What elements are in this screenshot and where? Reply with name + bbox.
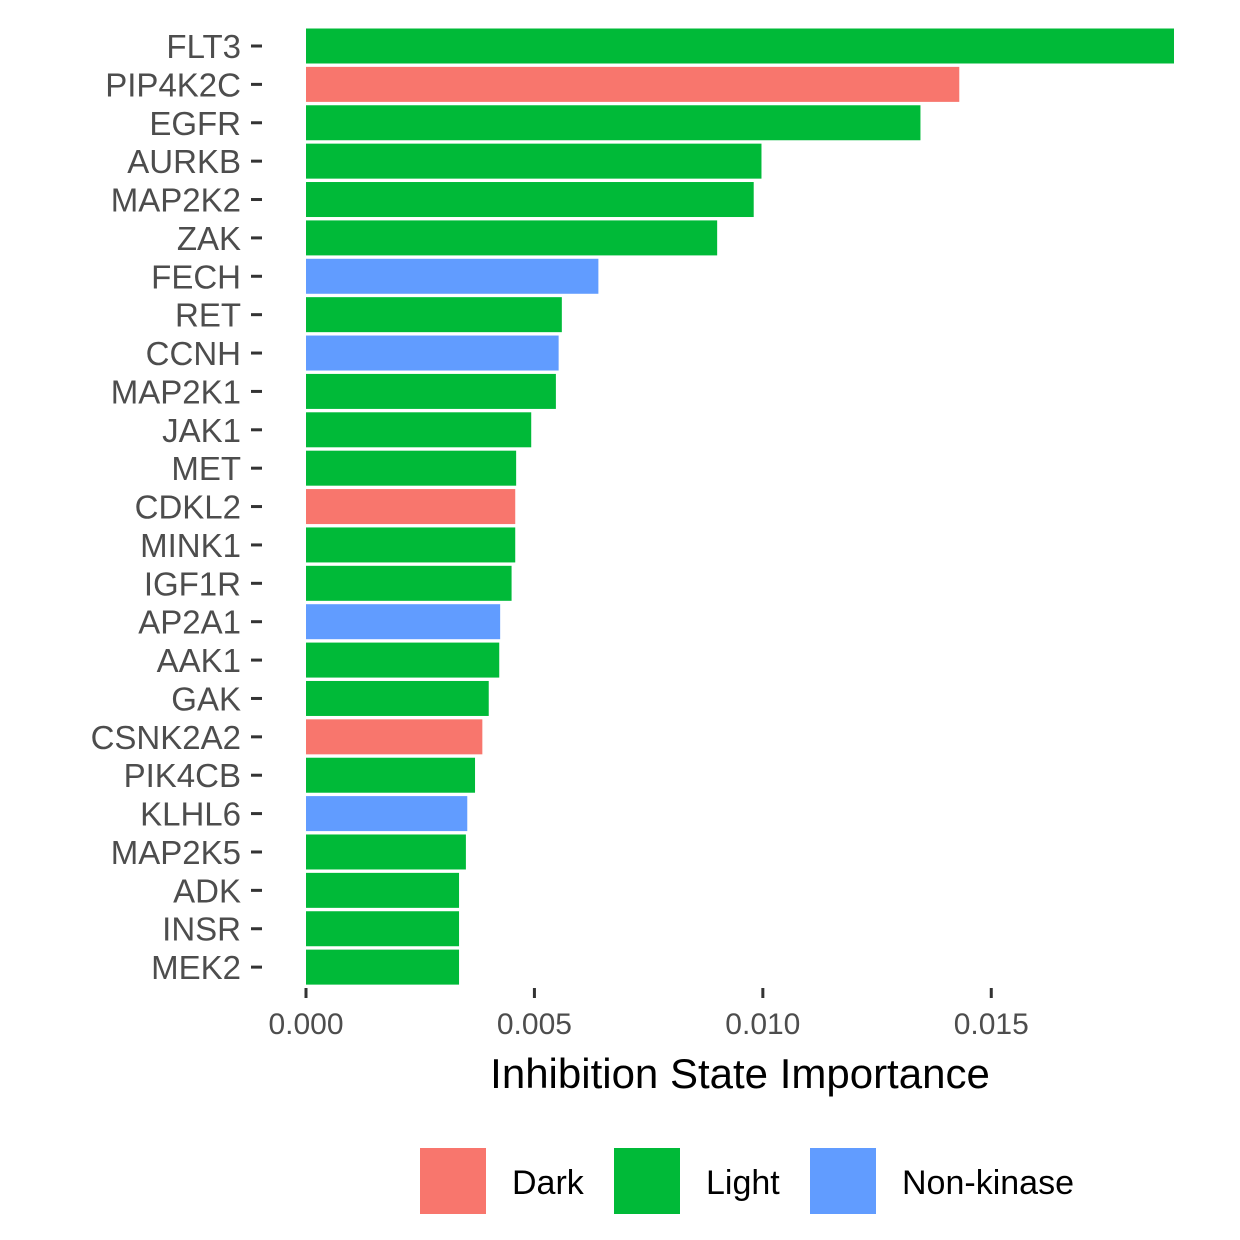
- y-label-cdkl2: CDKL2: [135, 489, 241, 526]
- bar-mek2: [306, 949, 460, 985]
- y-label-map2k5: MAP2K5: [111, 834, 241, 871]
- y-label-jak1: JAK1: [162, 412, 241, 449]
- legend-label-dark: Dark: [512, 1164, 585, 1202]
- y-label-pik4cb: PIK4CB: [124, 757, 241, 794]
- y-label-aurkb: AURKB: [127, 143, 241, 180]
- bar-pik4cb: [306, 757, 476, 793]
- bar-flt3: [306, 28, 1174, 64]
- bar-jak1: [306, 412, 532, 448]
- x-tick-label: 0.005: [497, 1008, 572, 1041]
- legend-swatch-light: [614, 1148, 680, 1214]
- y-label-met: MET: [171, 450, 241, 487]
- bar-aurkb: [306, 143, 762, 179]
- bar-ret: [306, 297, 562, 333]
- bar-zak: [306, 220, 718, 256]
- bar-fech: [306, 258, 599, 294]
- bar-pip4k2c: [306, 66, 960, 102]
- bar-met: [306, 450, 517, 486]
- bar-gak: [306, 680, 489, 716]
- x-tick-label: 0.010: [725, 1008, 800, 1041]
- y-label-gak: GAK: [171, 680, 241, 717]
- y-label-egfr: EGFR: [149, 105, 241, 142]
- bar-map2k2: [306, 182, 754, 218]
- y-axis-labels: FLT3PIP4K2CEGFRAURKBMAP2K2ZAKFECHRETCCNH…: [91, 28, 262, 986]
- x-axis-title: Inhibition State Importance: [490, 1050, 990, 1097]
- x-tick-label: 0.000: [268, 1008, 343, 1041]
- y-label-aak1: AAK1: [157, 642, 241, 679]
- bar-insr: [306, 911, 460, 947]
- y-label-pip4k2c: PIP4K2C: [105, 66, 241, 103]
- y-label-map2k1: MAP2K1: [111, 373, 241, 410]
- y-label-ap2a1: AP2A1: [138, 604, 241, 641]
- y-label-csnk2a2: CSNK2A2: [91, 719, 241, 756]
- bar-map2k1: [306, 373, 556, 409]
- y-label-igf1r: IGF1R: [144, 565, 241, 602]
- y-label-ret: RET: [175, 297, 241, 334]
- legend-label-non-kinase: Non-kinase: [902, 1164, 1074, 1202]
- legend: Dark Light Non-kinase: [420, 1148, 1074, 1214]
- y-label-insr: INSR: [162, 911, 241, 948]
- bar-klhl6: [306, 796, 468, 832]
- y-label-fech: FECH: [151, 258, 241, 295]
- legend-label-light: Light: [706, 1164, 780, 1202]
- x-axis: 0.000 0.005 0.010 0.015: [268, 988, 1029, 1041]
- bar-ap2a1: [306, 604, 501, 640]
- bars-layer: [306, 28, 1174, 985]
- bar-adk: [306, 872, 460, 908]
- y-label-mink1: MINK1: [140, 527, 241, 564]
- y-label-klhl6: KLHL6: [140, 796, 241, 833]
- y-label-ccnh: CCNH: [146, 335, 241, 372]
- bar-egfr: [306, 105, 921, 141]
- x-tick-label: 0.015: [954, 1008, 1029, 1041]
- bar-igf1r: [306, 565, 512, 601]
- y-label-adk: ADK: [173, 872, 241, 909]
- bar-map2k5: [306, 834, 466, 870]
- bar-aak1: [306, 642, 500, 678]
- y-label-mek2: MEK2: [151, 949, 241, 986]
- bar-mink1: [306, 527, 516, 563]
- bar-cdkl2: [306, 489, 516, 525]
- y-label-flt3: FLT3: [166, 28, 241, 65]
- legend-swatch-dark: [420, 1148, 486, 1214]
- y-label-map2k2: MAP2K2: [111, 182, 241, 219]
- y-label-zak: ZAK: [177, 220, 241, 257]
- bar-ccnh: [306, 335, 559, 371]
- bar-csnk2a2: [306, 719, 483, 755]
- legend-swatch-non-kinase: [810, 1148, 876, 1214]
